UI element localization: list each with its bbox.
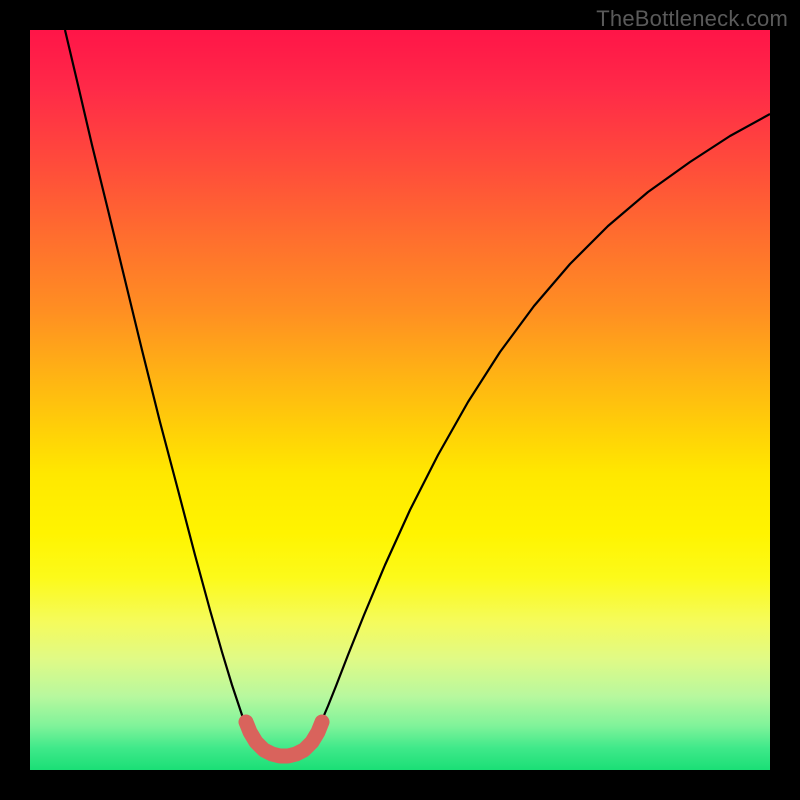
accent-curve [246, 722, 322, 756]
main-curve [65, 30, 770, 755]
curve-layer [30, 30, 770, 770]
watermark-text: TheBottleneck.com [596, 6, 788, 32]
plot-area [30, 30, 770, 770]
